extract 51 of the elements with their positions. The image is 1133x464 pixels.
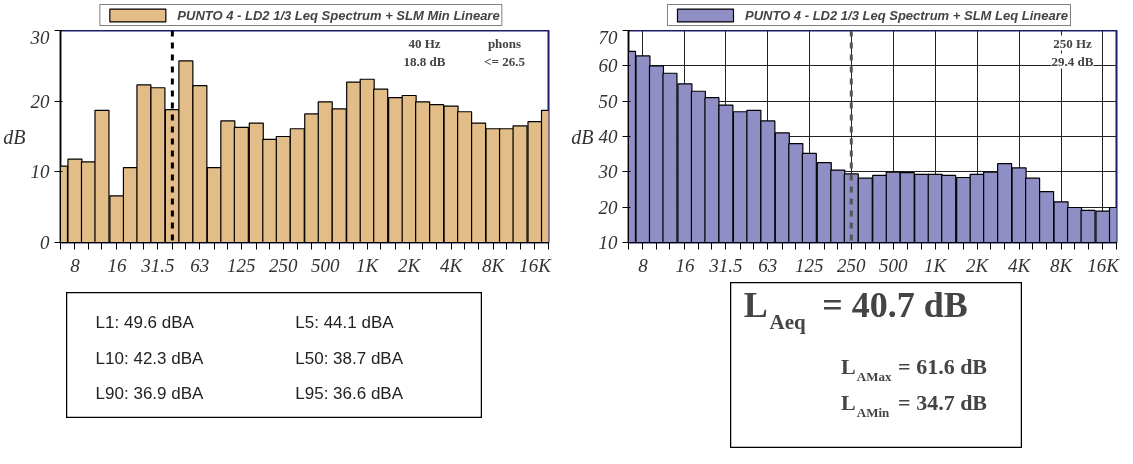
x-tick-label: 8: [638, 254, 649, 276]
y-tick-label: 30: [597, 161, 618, 183]
x-tick-label: 1K: [356, 254, 380, 276]
y-axis-title: dB: [3, 125, 26, 148]
x-tick-label: 4K: [1008, 254, 1032, 276]
text: L5: 44.1 dBA: [295, 313, 395, 333]
text: L95: 36.6 dBA: [295, 383, 404, 403]
y-tick-label: 20: [598, 196, 618, 218]
x-tick-label: 8K: [1049, 254, 1074, 276]
x-tick-label: 63: [190, 254, 210, 276]
annotation: 250 Hz: [1053, 35, 1093, 51]
y-tick-label: 10: [30, 161, 50, 183]
x-tick-label: 500: [310, 254, 340, 276]
text: L10: 42.3 dBA: [95, 348, 205, 368]
x-tick-label: 16: [675, 254, 695, 276]
text: L90: 36.9 dBA: [95, 383, 205, 403]
annotation: 40 Hz: [408, 35, 441, 51]
x-tick-label: 8K: [481, 254, 506, 276]
x-tick-label: 250: [269, 254, 299, 276]
y-tick-label: 10: [598, 232, 618, 253]
y-tick-label: 50: [598, 90, 618, 112]
x-tick-label: 31.5: [140, 254, 175, 276]
annotation: <= 26.5: [484, 53, 526, 69]
y-tick-label: 20: [30, 90, 50, 112]
x-tick-label: 2K: [398, 254, 422, 276]
x-tick-label: 4K: [440, 254, 464, 276]
x-tick-label: 1K: [924, 254, 948, 276]
x-tick-label: 31.5: [708, 254, 743, 276]
y-tick-label: 40: [598, 126, 618, 147]
text: L50: 38.7 dBA: [295, 348, 404, 368]
annotation: 29.4 dB: [1051, 53, 1094, 69]
y-tick-label: 0: [40, 232, 50, 253]
x-tick-label: 250: [837, 254, 867, 276]
x-tick-label: 500: [878, 254, 908, 276]
x-tick-label: 125: [227, 254, 256, 276]
legend-label: PUNTO 4 - LD2 1/3 Leq Spectrum + SLM Min Lineare: [177, 7, 500, 23]
x-tick-label: 63: [758, 254, 778, 276]
y-tick-label: 30: [29, 26, 50, 48]
legend-label: PUNTO 4 - LD2 1/3 Leq Spectrum + SLM Leq Lineare: [744, 7, 1069, 23]
x-tick-label: 16K: [519, 254, 553, 276]
y-tick-label: 70: [598, 26, 618, 48]
text: L1: 49.6 dBA: [95, 313, 195, 333]
x-tick-label: 2K: [966, 254, 990, 276]
y-tick-label: 60: [598, 55, 618, 77]
x-tick-label: 125: [795, 254, 824, 276]
x-tick-label: 8: [70, 254, 81, 276]
annotation: phons: [487, 35, 522, 51]
y-axis-title: dB: [571, 125, 594, 148]
annotation: 18.8 dB: [403, 53, 446, 69]
x-tick-label: 16: [107, 254, 127, 276]
x-tick-label: 16K: [1087, 254, 1121, 276]
